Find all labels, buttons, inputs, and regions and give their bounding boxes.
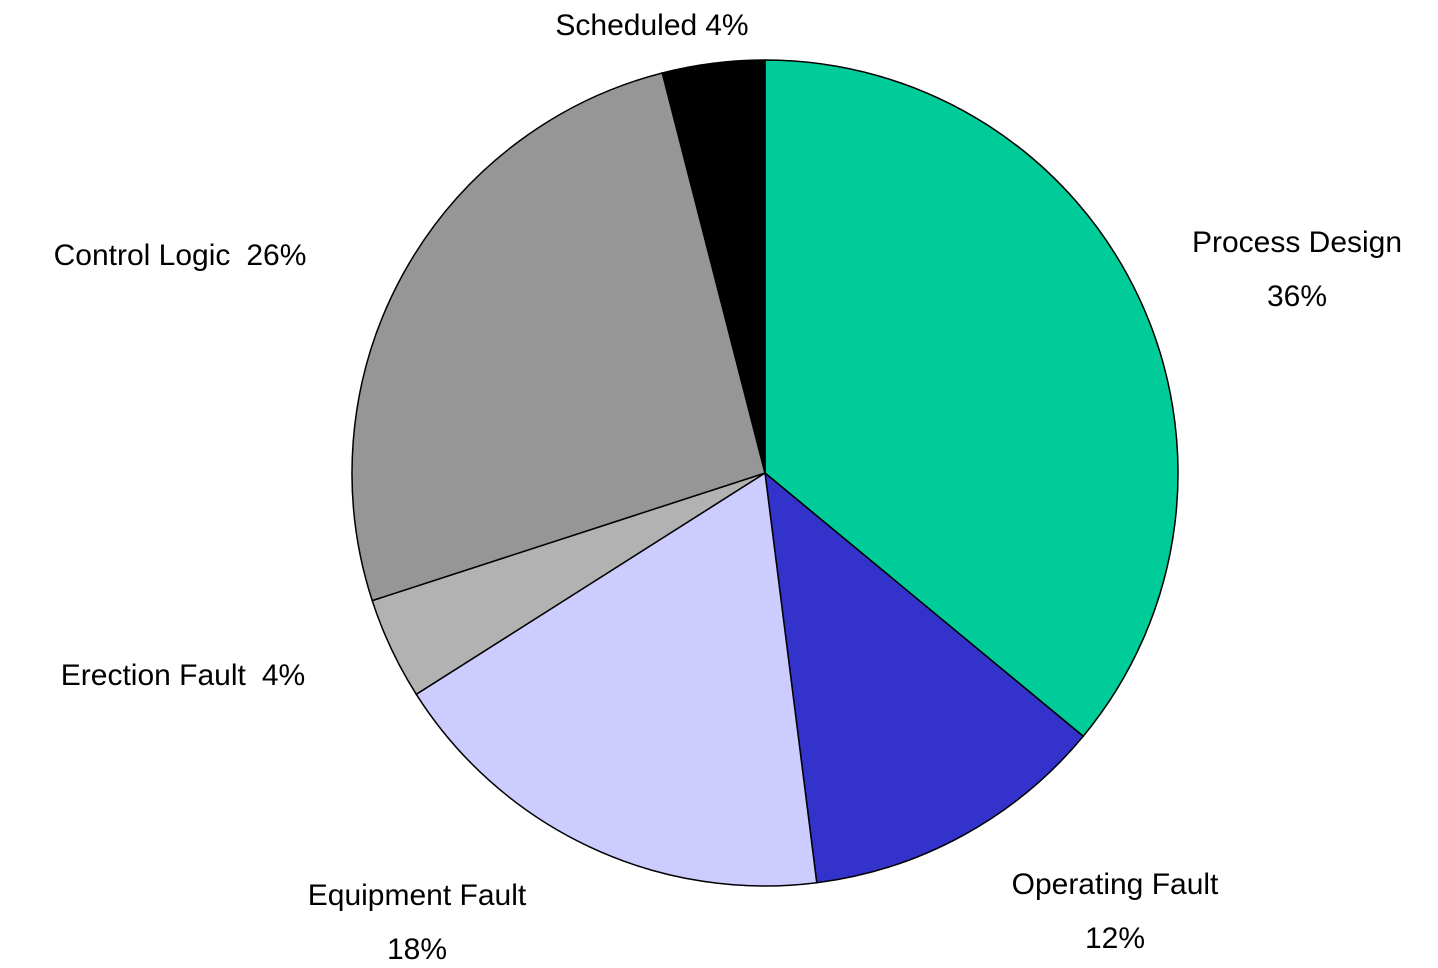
slice-value-label: 4%	[262, 659, 305, 692]
slice-label-group: Erection Fault 4%	[61, 659, 305, 692]
slice-value-label: 26%	[246, 239, 306, 272]
slice-label: Erection Fault	[61, 659, 247, 692]
pie-slice	[661, 59, 766, 474]
slice-label: Operating Fault	[1012, 868, 1219, 901]
slice-label: Equipment Fault	[308, 879, 527, 912]
slice-value-label: 36%	[1267, 280, 1327, 313]
slice-label: Process Design	[1192, 226, 1402, 259]
slice-label: Scheduled	[555, 9, 697, 42]
pie-slice	[764, 59, 1179, 738]
slice-value-label: 4%	[705, 9, 748, 42]
slice-label-group: Control Logic 26%	[54, 239, 307, 272]
pie-slice	[351, 72, 766, 602]
pie-slice	[764, 471, 1085, 884]
slice-label-group: Scheduled 4%	[555, 9, 748, 42]
slice-value-label: 18%	[387, 933, 447, 966]
pie-slice	[415, 471, 818, 887]
slice-value-label: 12%	[1085, 922, 1145, 955]
slice-label: Control Logic	[54, 239, 231, 272]
